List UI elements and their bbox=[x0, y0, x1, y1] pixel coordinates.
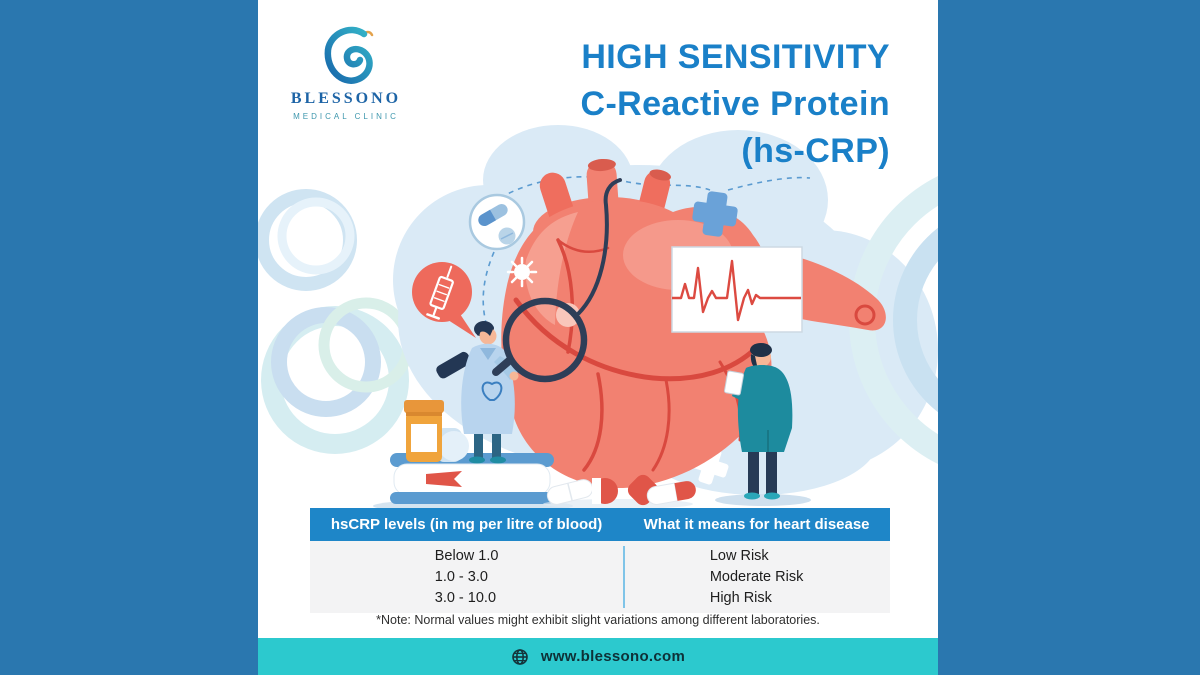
clinic-tagline: MEDICAL CLINIC bbox=[293, 112, 399, 121]
virus-icon bbox=[506, 256, 538, 288]
footnote: *Note: Normal values might exhibit sligh… bbox=[376, 613, 820, 627]
column-header-meaning: What it means for heart disease bbox=[643, 516, 870, 533]
ekg-line bbox=[672, 259, 801, 322]
pills-circle-icon bbox=[468, 193, 526, 251]
risk-column: Low Risk Moderate Risk High Risk bbox=[623, 546, 890, 609]
page-title: HIGH SENSITIVITY C-Reactive Protein (hs-… bbox=[580, 34, 890, 175]
footer-bar: www.blessono.com bbox=[258, 638, 938, 675]
table-header-row: hsCRP levels (in mg per litre of blood) … bbox=[310, 508, 890, 541]
column-divider bbox=[623, 546, 626, 608]
clinic-logo: BLESSONO MEDICAL CLINIC bbox=[280, 26, 412, 121]
table-body: Below 1.0 1.0 - 3.0 3.0 - 10.0 Low Risk … bbox=[310, 541, 890, 613]
magnifier-icon bbox=[492, 178, 622, 383]
pills-icons bbox=[543, 474, 696, 509]
table-row: High Risk bbox=[709, 590, 772, 606]
doctor-with-clipboard bbox=[715, 343, 811, 506]
table-row: 1.0 - 3.0 bbox=[434, 569, 488, 585]
column-header-levels: hsCRP levels (in mg per litre of blood) bbox=[330, 516, 603, 533]
ekg-monitor bbox=[671, 246, 803, 333]
heart-swirl-icon bbox=[324, 26, 374, 84]
syringe-bubble-icon bbox=[412, 262, 476, 338]
levels-column: Below 1.0 1.0 - 3.0 3.0 - 10.0 bbox=[310, 546, 623, 609]
table-row: Low Risk bbox=[709, 548, 769, 564]
medical-cross-icon bbox=[692, 191, 738, 237]
table-row: Moderate Risk bbox=[709, 569, 804, 585]
title-line-1: HIGH SENSITIVITY bbox=[581, 38, 890, 76]
table-row: 3.0 - 10.0 bbox=[434, 590, 497, 606]
globe-icon bbox=[512, 648, 528, 665]
crp-levels-table: hsCRP levels (in mg per litre of blood) … bbox=[310, 508, 890, 613]
clinic-name: BLESSONO bbox=[290, 90, 402, 107]
website-link[interactable]: www.blessono.com bbox=[540, 648, 686, 665]
title-line-2: C-Reactive Protein bbox=[580, 85, 890, 123]
title-line-3: (hs-CRP) bbox=[741, 132, 890, 170]
poster-card: BLESSONO MEDICAL CLINIC HIGH SENSITIVITY… bbox=[258, 0, 938, 675]
illustration bbox=[258, 125, 938, 513]
table-row: Below 1.0 bbox=[434, 548, 499, 564]
pill-bottle-icon bbox=[404, 400, 469, 462]
